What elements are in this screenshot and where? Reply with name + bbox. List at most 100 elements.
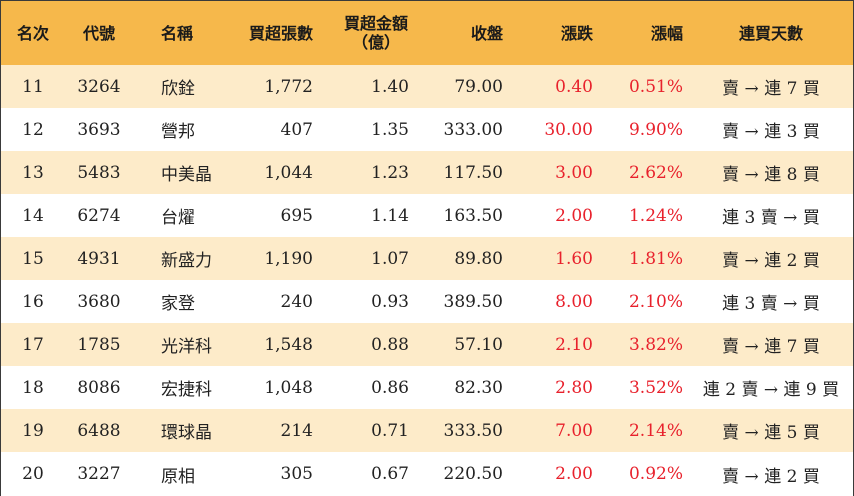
pct-cell: 1.24% — [628, 205, 683, 226]
close-cell: 389.50 — [443, 291, 503, 312]
rank-cell: 18 — [22, 377, 44, 398]
streak-cell: 賣 → 連 7 買 — [722, 79, 820, 99]
change-cell: 1.60 — [555, 248, 593, 269]
pct-cell: 3.82% — [628, 334, 683, 355]
close-cell: 163.50 — [443, 205, 503, 226]
code-cell: 6274 — [77, 205, 121, 226]
net-amount-cell: 0.67 — [371, 464, 409, 484]
table-row: 12 3693 營邦 407 1.35 333.00 30.00 9.90% 賣… — [1, 108, 853, 151]
net-lots-cell: 1,772 — [264, 76, 313, 97]
rank-cell: 13 — [22, 162, 44, 183]
close-cell: 57.10 — [454, 334, 503, 355]
net-amount-cell: 0.93 — [371, 291, 409, 312]
code-cell: 3693 — [77, 119, 121, 140]
close-cell: 89.80 — [454, 248, 503, 269]
change-cell: 7.00 — [555, 420, 593, 441]
name-cell: 原相 — [161, 466, 195, 487]
close-cell: 82.30 — [454, 377, 503, 398]
header-net-lots: 買超張數 — [248, 23, 313, 43]
pct-cell: 0.51% — [628, 76, 683, 97]
streak-cell: 連 3 賣 → 買 — [722, 294, 820, 314]
header-close: 收盤 — [470, 23, 503, 43]
name-cell: 台燿 — [161, 208, 195, 228]
pct-cell: 9.90% — [628, 119, 683, 140]
code-cell: 3227 — [77, 464, 121, 484]
header-streak: 連買天數 — [738, 23, 803, 43]
rank-cell: 12 — [22, 119, 44, 140]
net-amount-cell: 0.86 — [371, 377, 409, 398]
rank-cell: 15 — [22, 248, 44, 269]
table-row: 15 4931 新盛力 1,190 1.07 89.80 1.60 1.81% … — [1, 237, 853, 280]
header-pct: 漲幅 — [650, 23, 683, 43]
change-cell: 30.00 — [544, 119, 593, 140]
rank-cell: 17 — [22, 334, 44, 355]
streak-cell: 賣 → 連 2 買 — [722, 466, 820, 487]
header-net-amount-line1: 買超金額 — [343, 14, 408, 33]
code-cell: 3264 — [77, 76, 121, 97]
close-cell: 117.50 — [443, 162, 503, 183]
change-cell: 2.80 — [555, 377, 593, 398]
table-row: 11 3264 欣銓 1,772 1.40 79.00 0.40 0.51% 賣… — [1, 65, 853, 108]
net-lots-cell: 1,190 — [264, 248, 313, 269]
table-row: 18 8086 宏捷科 1,048 0.86 82.30 2.80 3.52% … — [1, 366, 853, 409]
close-cell: 333.00 — [443, 119, 503, 140]
name-cell: 欣銓 — [161, 79, 195, 99]
streak-cell: 連 3 賣 → 買 — [722, 208, 820, 228]
rank-cell: 19 — [22, 420, 44, 441]
net-lots-cell: 1,048 — [264, 377, 313, 398]
table-row: 20 3227 原相 305 0.67 220.50 2.00 0.92% 賣 … — [1, 452, 853, 496]
code-cell: 6488 — [77, 420, 121, 441]
pct-cell: 0.92% — [628, 464, 683, 484]
pct-cell: 2.62% — [628, 162, 683, 183]
table-row: 16 3680 家登 240 0.93 389.50 8.00 2.10% 連 … — [1, 280, 853, 323]
name-cell: 環球晶 — [161, 423, 212, 443]
net-lots-cell: 240 — [280, 291, 313, 312]
streak-cell: 賣 → 連 8 買 — [722, 165, 820, 185]
table-row: 19 6488 環球晶 214 0.71 333.50 7.00 2.14% 賣… — [1, 409, 853, 452]
net-lots-cell: 1,548 — [264, 334, 313, 355]
net-lots-cell: 695 — [280, 205, 313, 226]
header-rank: 名次 — [16, 23, 49, 43]
change-cell: 3.00 — [555, 162, 593, 183]
table-row: 17 1785 光洋科 1,548 0.88 57.10 2.10 3.82% … — [1, 323, 853, 366]
header-net-amount: 買超金額 （億） — [319, 1, 419, 65]
name-cell: 新盛力 — [161, 251, 212, 271]
code-cell: 4931 — [77, 248, 121, 269]
streak-cell: 賣 → 連 7 買 — [722, 337, 820, 357]
close-cell: 220.50 — [443, 464, 503, 484]
name-cell: 光洋科 — [161, 337, 212, 357]
net-amount-cell: 0.71 — [371, 420, 409, 441]
pct-cell: 1.81% — [628, 248, 683, 269]
name-cell: 營邦 — [161, 122, 195, 142]
table-row: 14 6274 台燿 695 1.14 163.50 2.00 1.24% 連 … — [1, 194, 853, 237]
net-lots-cell: 407 — [280, 119, 313, 140]
close-cell: 333.50 — [443, 420, 503, 441]
net-lots-cell: 1,044 — [264, 162, 313, 183]
name-cell: 中美晶 — [161, 165, 212, 185]
table-row: 13 5483 中美晶 1,044 1.23 117.50 3.00 2.62%… — [1, 151, 853, 194]
close-cell: 79.00 — [454, 76, 503, 97]
net-amount-cell: 0.88 — [371, 334, 409, 355]
code-cell: 1785 — [77, 334, 121, 355]
header-name: 名稱 — [161, 23, 194, 43]
code-cell: 3680 — [77, 291, 121, 312]
code-cell: 8086 — [77, 377, 121, 398]
header-net-amount-line2: （億） — [351, 33, 400, 52]
net-amount-cell: 1.23 — [371, 162, 409, 183]
code-cell: 5483 — [77, 162, 121, 183]
rank-cell: 11 — [22, 76, 44, 97]
change-cell: 2.10 — [555, 334, 593, 355]
rank-cell: 16 — [22, 291, 44, 312]
streak-cell: 連 2 賣 → 連 9 買 — [702, 380, 840, 400]
change-cell: 0.40 — [555, 76, 593, 97]
net-amount-cell: 1.07 — [371, 248, 409, 269]
change-cell: 2.00 — [555, 205, 593, 226]
pct-cell: 2.10% — [628, 291, 683, 312]
net-lots-cell: 214 — [280, 420, 313, 441]
rank-cell: 20 — [22, 464, 44, 484]
name-cell: 宏捷科 — [161, 380, 212, 400]
change-cell: 2.00 — [555, 464, 593, 484]
streak-cell: 賣 → 連 5 買 — [722, 423, 820, 443]
header-row: 名次 代號 名稱 買超張數 買超金額 （億） 收盤 漲跌 漲幅 連買天數 — [1, 1, 853, 65]
